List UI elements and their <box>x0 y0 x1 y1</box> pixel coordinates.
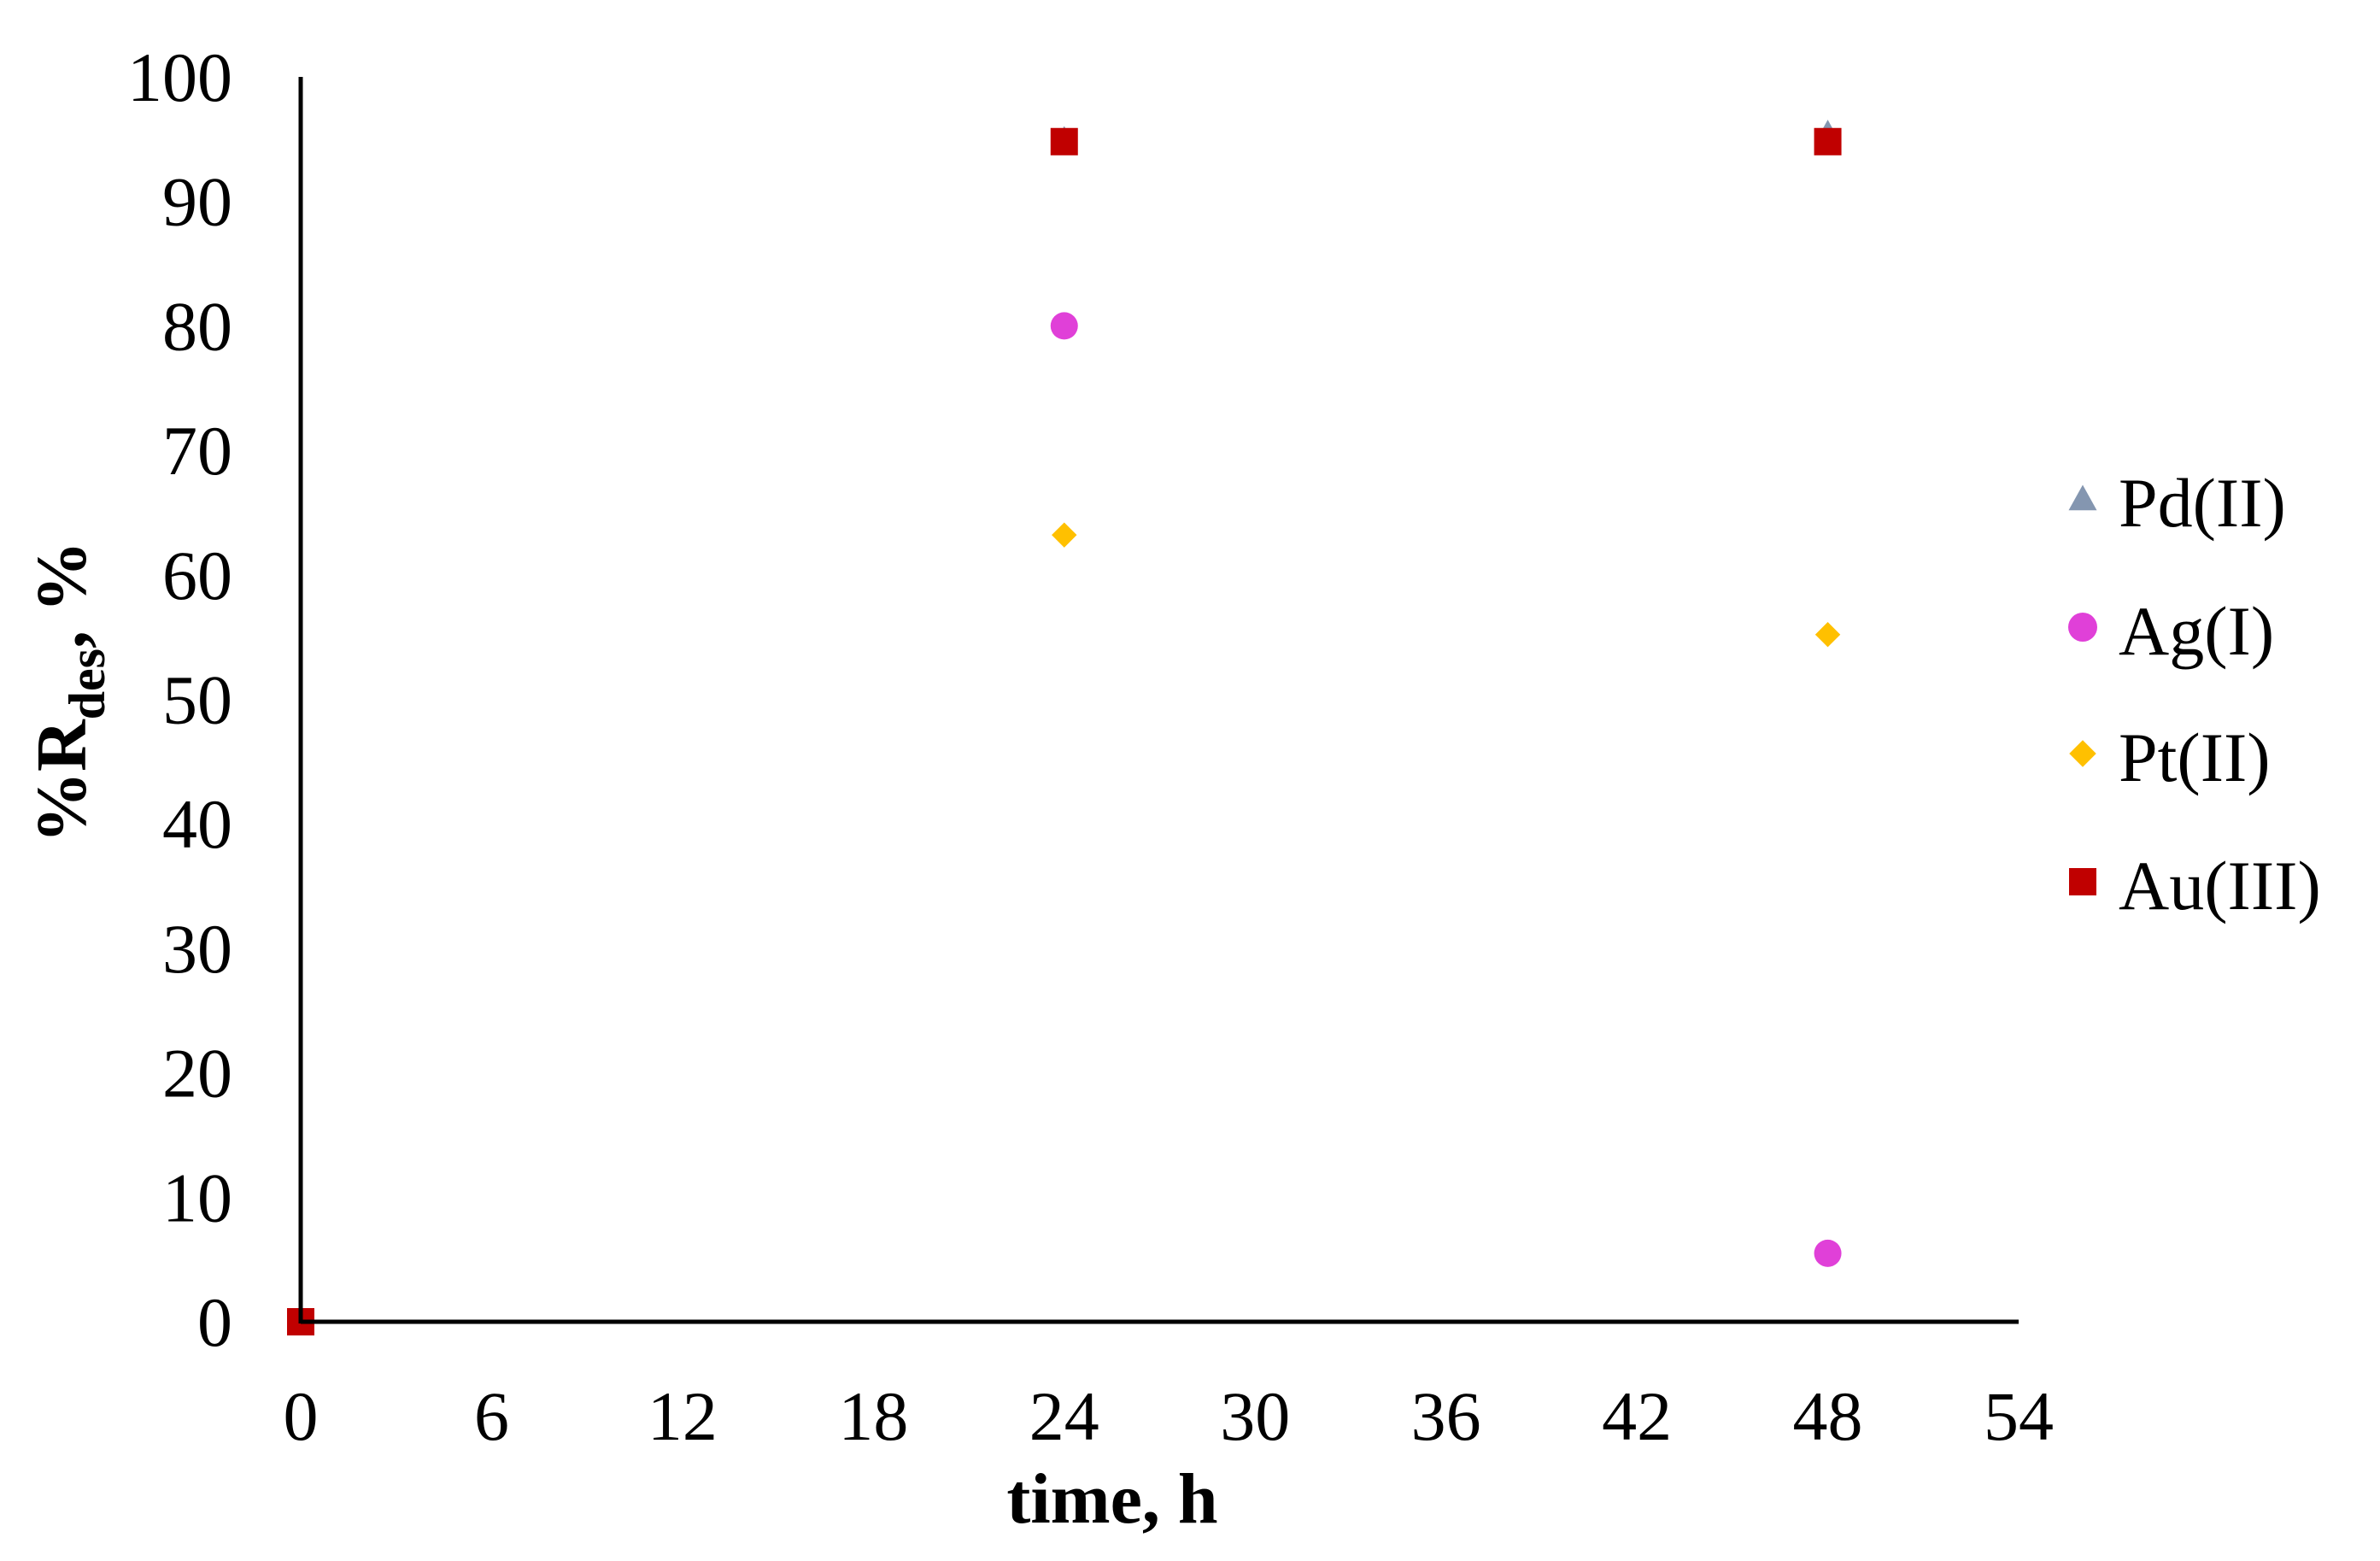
legend-item: Au(III) <box>2069 847 2321 924</box>
data-point <box>1052 522 1077 548</box>
x-tick-label: 0 <box>284 1377 319 1455</box>
y-tick-label: 60 <box>162 537 232 614</box>
x-tick-label: 54 <box>1984 1377 2054 1455</box>
y-tick-label: 70 <box>162 412 232 490</box>
data-point <box>1814 127 1842 156</box>
legend-marker <box>2068 613 2097 642</box>
legend: Pd(II) Ag(I) Pt(II) Au(III) <box>2068 464 2321 924</box>
legend-item: Pd(II) <box>2068 464 2286 542</box>
x-tick-label: 24 <box>1029 1377 1099 1455</box>
legend-label: Pt(II) <box>2119 719 2271 796</box>
y-tick-label: 80 <box>162 287 232 365</box>
legend-item: Ag(I) <box>2068 592 2274 670</box>
x-tick-label: 6 <box>474 1377 509 1455</box>
y-tick-label: 20 <box>162 1035 232 1112</box>
tick-labels: 0 6 12 18 24 30 36 42 48 54 0 10 20 30 40 50 60 70 80 90 100 <box>127 38 2054 1455</box>
legend-item: Pt(II) <box>2069 719 2271 796</box>
x-tick-label: 42 <box>1602 1377 1672 1455</box>
x-tick-label: 48 <box>1793 1377 1863 1455</box>
series-pt-ii <box>288 522 1841 1335</box>
plot-area <box>287 120 1842 1335</box>
y-tick-label: 50 <box>162 661 232 739</box>
legend-label: Au(III) <box>2119 847 2321 924</box>
legend-label: Ag(I) <box>2119 592 2274 670</box>
y-tick-label: 30 <box>162 910 232 988</box>
legend-marker <box>2068 484 2097 511</box>
y-tick-label: 100 <box>127 38 232 116</box>
x-tick-label: 18 <box>838 1377 908 1455</box>
y-tick-label: 40 <box>162 785 232 863</box>
axes <box>298 77 2019 1324</box>
data-point <box>1814 1239 1842 1267</box>
y-axis-title-suffix: , % <box>22 541 102 648</box>
legend-marker <box>2069 740 2096 767</box>
x-tick-label: 36 <box>1411 1377 1481 1455</box>
x-tick-label: 12 <box>648 1377 718 1455</box>
y-tick-label: 10 <box>162 1159 232 1236</box>
data-point <box>1814 622 1841 648</box>
legend-marker <box>2069 868 2096 895</box>
y-axis-title: %Rdes, % <box>22 541 115 843</box>
series-pd-ii <box>287 120 1841 1333</box>
x-axis-title: time, h <box>1006 1459 1217 1539</box>
data-point <box>1050 127 1078 156</box>
y-tick-label: 0 <box>197 1283 232 1361</box>
series-au-iii <box>287 127 1842 1335</box>
y-axis-title-main: %R <box>22 719 102 843</box>
series-ag-i <box>287 312 1842 1335</box>
y-tick-label: 90 <box>162 163 232 241</box>
legend-label: Pd(II) <box>2119 464 2286 542</box>
y-axis-title-subscript: des <box>59 648 115 719</box>
x-tick-label: 30 <box>1220 1377 1290 1455</box>
data-point <box>1050 312 1078 340</box>
